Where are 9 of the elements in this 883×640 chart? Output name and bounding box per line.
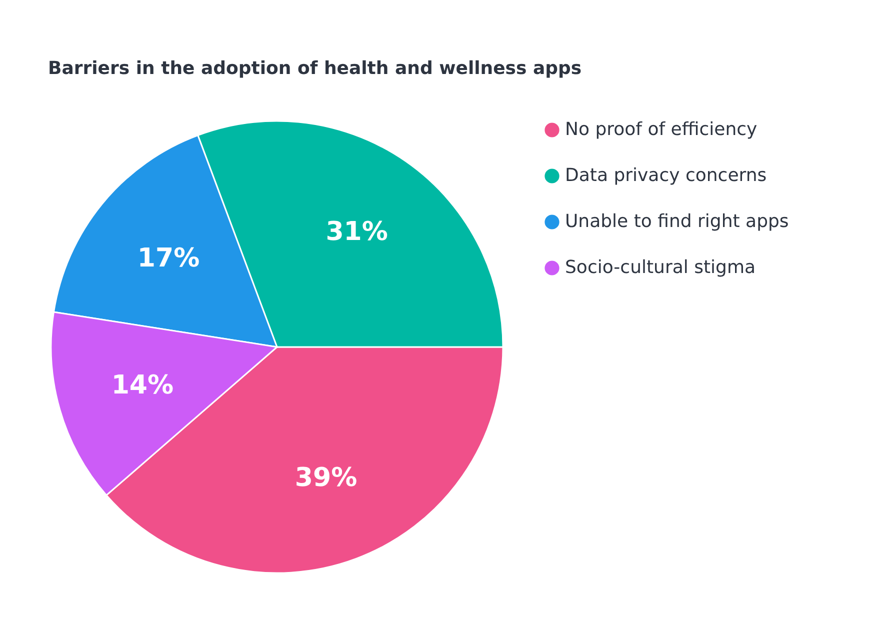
data-label: 39% xyxy=(294,463,358,494)
legend-label: Data privacy concerns xyxy=(565,165,767,186)
legend-label: Socio-cultural stigma xyxy=(565,257,756,278)
legend-label: No proof of efficiency xyxy=(565,119,758,140)
data-label: 31% xyxy=(326,216,388,247)
legend-label: Unable to find right apps xyxy=(565,211,789,232)
chart-title: Barriers in the adoption of health and wellness apps xyxy=(48,58,582,79)
data-label: 17% xyxy=(137,244,200,274)
data-label: 14% xyxy=(111,370,174,401)
